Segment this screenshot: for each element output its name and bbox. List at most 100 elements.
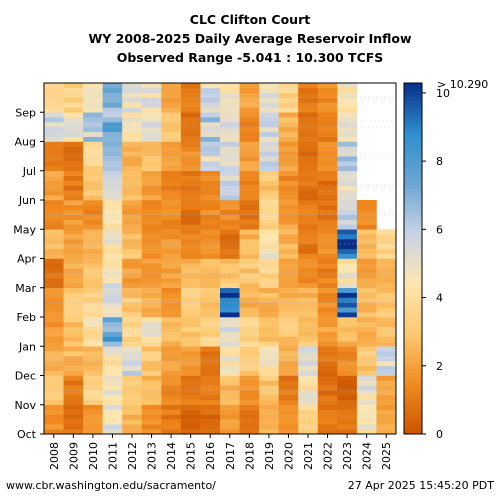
heatmap-cell-2021-Jul <box>298 161 319 167</box>
heatmap-cell-2008-Sep <box>44 97 64 103</box>
heatmap-cell-2021-Dec <box>298 346 319 352</box>
heatmap-cell-2024-Dec <box>356 356 377 362</box>
heatmap-cell-2010-Jan <box>83 336 103 342</box>
heatmap-cell-2021-Jul <box>298 165 319 172</box>
heatmap-cell-2008-Feb <box>44 287 64 293</box>
heatmap-cell-2022-Apr <box>317 253 338 259</box>
source-url[interactable]: www.cbr.washington.edu/sacramento/ <box>6 479 216 492</box>
heatmap-cell-2022-Oct <box>317 404 338 410</box>
heatmap-cell-2021-Sep <box>298 102 319 108</box>
heatmap-cell-2013-Aug <box>141 117 162 123</box>
heatmap-cell-2025-Oct <box>376 404 397 410</box>
heatmap-cell-2014-Mar <box>161 273 182 279</box>
heatmap-cell-2019-Aug <box>259 131 279 137</box>
y-tick-label-Apr: Apr <box>17 253 37 266</box>
heatmap-cell-2018-Jul <box>239 151 260 157</box>
y-tick-label-Jul: Jul <box>22 165 36 178</box>
heatmap-cell-2021-Feb <box>298 287 319 293</box>
heatmap-cell-2024-Jan <box>356 317 377 323</box>
colorbar-swatch <box>404 398 422 403</box>
heatmap-cell-2023-Jan <box>337 326 358 332</box>
colorbar-swatch <box>404 240 422 245</box>
heatmap-cell-2023-Aug <box>337 112 358 118</box>
heatmap-cell-2023-Jun <box>337 185 358 191</box>
heatmap-cell-2022-Jul <box>317 161 338 167</box>
heatmap-cell-2021-Jan <box>298 326 319 332</box>
heatmap-cell-2013-Dec <box>141 351 162 357</box>
heatmap-cell-2020-Sep <box>278 107 299 113</box>
heatmap-cell-2011-Feb <box>102 287 123 293</box>
heatmap-cell-2018-Aug <box>239 117 260 123</box>
heatmap-cell-2025-Mar <box>376 263 397 269</box>
heatmap-cell-2013-Nov <box>141 375 162 381</box>
heatmap-cell-2023-Jul <box>337 156 358 162</box>
heatmap-cell-2025-Apr <box>376 229 397 235</box>
heatmap-cell-2011-Oct <box>102 424 123 430</box>
heatmap-cell-2018-Jul <box>239 165 260 172</box>
colorbar-swatch <box>404 276 422 280</box>
heatmap-cell-2023-Oct <box>337 414 358 420</box>
heatmap-cell-2012-Jan <box>122 321 143 328</box>
heatmap-cell-2013-Jul <box>141 156 162 162</box>
heatmap-cell-2023-Apr <box>337 243 358 250</box>
x-tick-label-2009: 2009 <box>67 442 80 470</box>
heatmap-cell-2014-Mar <box>161 258 182 264</box>
colorbar-swatch <box>404 419 422 423</box>
colorbar-swatch <box>404 378 422 382</box>
heatmap-cell-2021-Sep <box>298 97 319 103</box>
heatmap-cell-2011-Feb <box>102 307 123 313</box>
heatmap-cell-2018-Aug <box>239 126 260 133</box>
heatmap-cell-2011-Dec <box>102 346 123 352</box>
heatmap-cell-2010-Oct <box>83 404 103 410</box>
heatmap-cell-2010-Jan <box>83 326 103 332</box>
colorbar-swatch <box>404 208 422 213</box>
heatmap-cell-2020-Nov <box>278 399 299 406</box>
heatmap-cell-2024-Mar <box>356 278 377 284</box>
colorbar-swatch <box>404 109 422 113</box>
heatmap-cell-2015-Sep <box>180 87 201 94</box>
heatmap-cell-2010-Oct <box>83 419 103 425</box>
heatmap-cell-2017-May <box>220 204 240 211</box>
heatmap-cell-2020-Jun <box>278 185 299 191</box>
heatmap-cell-2014-Feb <box>161 307 182 313</box>
heatmap-cell-2023-Jan <box>337 331 358 337</box>
colorbar-swatch <box>404 299 422 303</box>
heatmap-cell-2018-Jan <box>239 336 260 342</box>
y-tick-label-Aug: Aug <box>15 136 36 149</box>
colorbar-swatch <box>404 281 422 286</box>
heatmap-cell-2019-Apr <box>259 239 279 245</box>
heatmap-cell-2017-Aug <box>220 136 240 142</box>
heatmap-cell-2011-Jul <box>102 151 123 157</box>
heatmap-cell-2010-Oct <box>83 429 103 435</box>
colorbar-swatch <box>404 179 422 183</box>
colorbar-swatch <box>404 317 422 321</box>
heatmap-cell-2019-Jan <box>259 336 279 342</box>
heatmap-cell-2020-Oct <box>278 429 299 435</box>
heatmap-cell-2011-Dec <box>102 365 123 371</box>
heatmap-cell-2025-Feb <box>376 292 397 298</box>
colorbar-swatch <box>404 167 422 172</box>
heatmap-cell-2021-Jun <box>298 170 319 176</box>
heatmap-cell-2012-Jul <box>122 161 143 167</box>
heatmap-cell-2020-Aug <box>278 122 299 128</box>
colorbar-swatch <box>404 150 422 154</box>
heatmap-cell-2020-Mar <box>278 278 299 284</box>
heatmap-cell-2020-Jun <box>278 175 299 181</box>
heatmap-cell-2022-Aug <box>317 136 338 142</box>
heatmap-cell-2010-Mar <box>83 268 103 274</box>
heatmap-cell-2011-May <box>102 209 123 215</box>
heatmap-cell-2013-Nov <box>141 385 162 391</box>
heatmap-cell-2013-Aug <box>141 126 162 133</box>
heatmap-cell-2015-Mar <box>180 278 201 284</box>
heatmap-cell-2009-Nov <box>63 375 84 381</box>
x-tick-label-2023: 2023 <box>341 442 354 470</box>
heatmap-cell-2015-Jun <box>180 175 201 181</box>
heatmap-cell-2009-Sep <box>63 83 84 89</box>
heatmap-cell-2017-Mar <box>220 258 240 264</box>
heatmap-cell-2016-Feb <box>200 287 221 293</box>
heatmap-cell-2020-Aug <box>278 112 299 118</box>
heatmap-cell-2012-Aug <box>122 117 143 123</box>
colorbar-swatch <box>404 395 422 400</box>
heatmap-cell-2025-Oct <box>376 419 397 425</box>
colorbar-swatch <box>404 97 422 101</box>
